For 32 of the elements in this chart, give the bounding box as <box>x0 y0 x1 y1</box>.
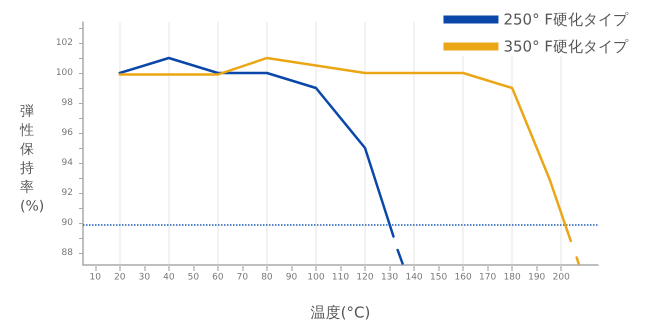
x-tick-label: 60 <box>212 272 224 282</box>
legend-label: 250° F硬化タイプ <box>503 10 629 28</box>
x-tick-label: 150 <box>430 272 448 282</box>
x-tick-label: 100 <box>307 272 325 282</box>
x-tick-label: 140 <box>405 272 423 282</box>
y-tick-label: 102 <box>56 38 73 48</box>
x-tick-label: 20 <box>114 272 126 282</box>
legend-label: 350° F硬化タイプ <box>503 38 629 56</box>
x-tick-label: 130 <box>380 272 398 282</box>
x-axis-title: 温度(°C) <box>310 304 370 322</box>
x-tick-label: 50 <box>188 272 200 282</box>
x-tick-label: 180 <box>504 272 522 282</box>
x-tick-label: 80 <box>261 272 273 282</box>
x-tick-label: 90 <box>286 272 298 282</box>
y-tick-label: 98 <box>62 98 74 108</box>
x-tick-label: 200 <box>552 272 570 282</box>
y-tick-label: 88 <box>62 248 74 258</box>
y-tick-label: 94 <box>62 158 74 168</box>
y-tick-label: 96 <box>62 128 74 138</box>
y-tick-label: 90 <box>62 218 74 228</box>
x-tick-label: 110 <box>332 272 350 282</box>
x-tick-label: 30 <box>138 272 150 282</box>
x-tick-label: 70 <box>236 272 248 282</box>
y-tick-label: 92 <box>62 188 73 198</box>
x-tick-label: 120 <box>356 272 374 282</box>
x-tick-label: 170 <box>479 272 496 282</box>
y-axis-title: 弾性保持率(%) <box>19 104 44 214</box>
x-tick-label: 10 <box>90 272 102 282</box>
y-tick-label: 100 <box>56 68 74 78</box>
x-tick-label: 160 <box>454 272 472 282</box>
x-tick-label: 190 <box>528 272 546 282</box>
x-tick-label: 40 <box>163 272 175 282</box>
